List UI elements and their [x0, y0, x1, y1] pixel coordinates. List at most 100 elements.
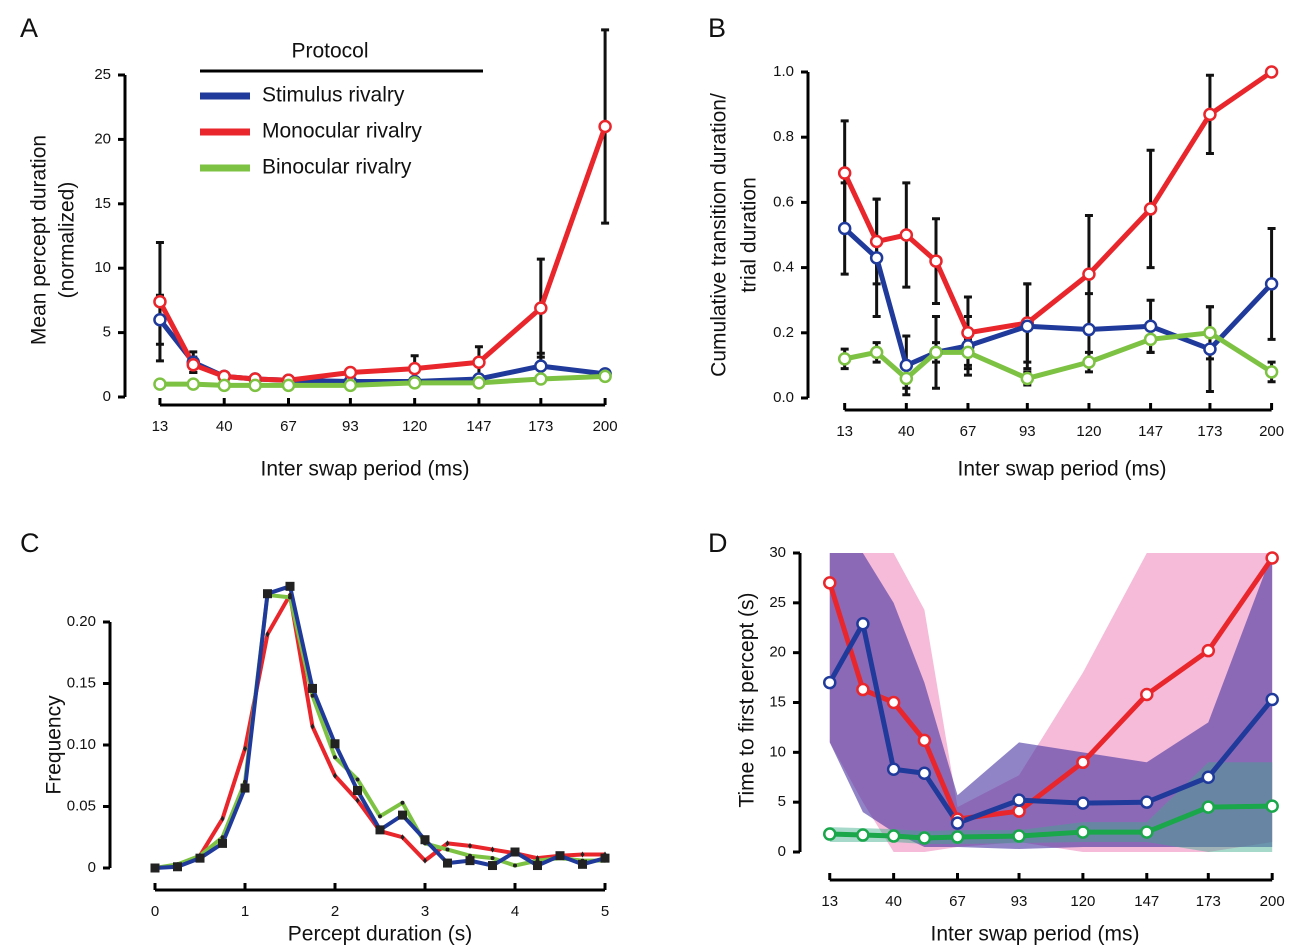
x-tick-label: 120 [1076, 423, 1101, 440]
data-point [950, 816, 965, 830]
y-axis-label: (normalized) [56, 182, 79, 299]
data-point [445, 840, 450, 847]
y-tick-label: 25 [769, 594, 786, 611]
data-point [281, 378, 296, 393]
data-point [173, 862, 182, 872]
x-tick-label: 13 [821, 893, 838, 910]
data-point [333, 772, 337, 779]
data-point [153, 294, 167, 309]
data-point [343, 378, 358, 393]
y-tick-label: 10 [94, 259, 111, 276]
x-tick-label: 0 [151, 903, 159, 920]
data-point [1012, 804, 1026, 818]
data-point [578, 859, 587, 869]
y-tick-label: 25 [94, 66, 111, 83]
data-point [837, 221, 852, 236]
data-point [195, 853, 205, 863]
legend-label: Binocular rivalry [262, 156, 412, 179]
data-point [407, 361, 422, 376]
y-axis-label: Cumulative transition duration/ [708, 93, 731, 377]
data-point [1143, 202, 1158, 216]
x-tick-label: 13 [836, 423, 853, 440]
y-tick-label: 0.6 [773, 193, 794, 210]
data-point [1143, 332, 1158, 347]
data-point [186, 377, 201, 391]
data-point [1265, 692, 1279, 707]
data-point [308, 683, 317, 693]
data-point [1264, 365, 1279, 379]
data-point [961, 326, 975, 340]
data-point [1264, 65, 1279, 79]
data-point [310, 693, 315, 698]
data-point [856, 828, 870, 842]
data-point [1265, 551, 1279, 565]
x-tick-label: 67 [280, 418, 297, 435]
data-point [375, 825, 385, 835]
data-line [159, 373, 606, 388]
data-point [899, 228, 914, 242]
y-tick-label: 15 [769, 693, 786, 710]
y-tick-label: 0.15 [67, 674, 96, 691]
data-point [534, 301, 548, 315]
x-tick-label: 173 [528, 418, 553, 435]
data-point [150, 863, 160, 873]
y-tick-label: 20 [94, 130, 111, 147]
data-point [598, 119, 612, 134]
data-point [1082, 322, 1096, 337]
data-point [472, 376, 486, 390]
data-point [285, 581, 295, 591]
data-point [355, 797, 360, 804]
x-tick-label: 93 [1011, 893, 1028, 910]
data-point [1201, 800, 1216, 814]
data-point [186, 358, 201, 372]
x-tick-label: 147 [1138, 423, 1163, 440]
panel-label: A [20, 13, 38, 43]
data-point [886, 829, 901, 843]
y-axis-label: Mean percept duration [28, 135, 51, 345]
data-point [1020, 319, 1035, 334]
data-point [465, 856, 475, 866]
x-tick-label: 67 [949, 893, 966, 910]
data-point [929, 254, 943, 268]
data-point [240, 783, 250, 793]
data-point [398, 810, 407, 820]
data-point [917, 831, 932, 845]
x-tick-label: 3 [421, 903, 429, 920]
data-point [243, 745, 247, 752]
x-tick-label: 200 [593, 418, 618, 435]
y-tick-label: 15 [94, 195, 111, 212]
x-tick-label: 147 [466, 418, 491, 435]
y-tick-label: 10 [769, 743, 786, 760]
data-point [555, 851, 565, 861]
data-point [513, 863, 517, 868]
data-point [490, 846, 495, 853]
data-point [1203, 342, 1217, 356]
data-point [823, 576, 837, 590]
data-line [827, 621, 1275, 826]
data-point [1201, 770, 1216, 784]
y-tick-label: 5 [103, 324, 111, 341]
data-point [330, 739, 340, 749]
x-tick-label: 147 [1134, 893, 1159, 910]
x-tick-label: 200 [1260, 893, 1285, 910]
y-tick-label: 30 [769, 544, 786, 561]
x-tick-label: 2 [331, 903, 339, 920]
data-point [869, 345, 884, 360]
data-point [917, 733, 932, 748]
confidence-band [829, 762, 1273, 852]
data-point [378, 814, 382, 819]
x-tick-label: 5 [601, 903, 609, 920]
data-point [443, 858, 452, 868]
data-point [248, 378, 262, 393]
data-point [400, 834, 405, 841]
data-point [899, 358, 914, 373]
data-point [869, 251, 884, 265]
y-axis-label: trial duration [738, 177, 761, 293]
legend-title: Protocol [291, 40, 368, 63]
data-point [218, 838, 227, 848]
y-tick-label: 0.8 [773, 128, 794, 145]
data-point [265, 631, 270, 638]
data-point [355, 777, 360, 782]
data-point [837, 352, 852, 366]
